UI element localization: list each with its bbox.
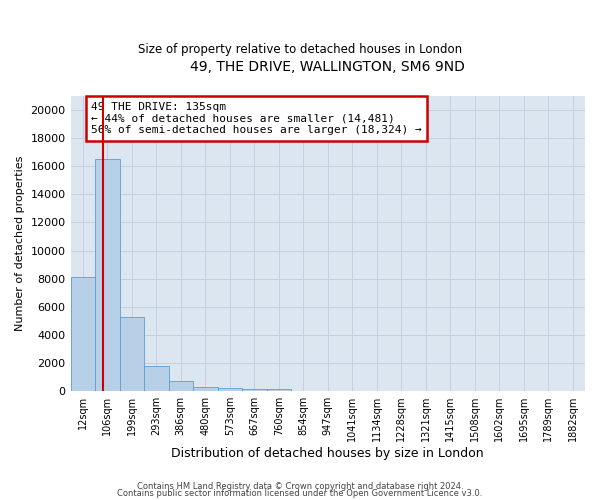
Text: Contains public sector information licensed under the Open Government Licence v3: Contains public sector information licen… [118,490,482,498]
Text: 49 THE DRIVE: 135sqm
← 44% of detached houses are smaller (14,481)
56% of semi-d: 49 THE DRIVE: 135sqm ← 44% of detached h… [91,102,422,135]
Bar [71,278,95,391]
Y-axis label: Number of detached properties: Number of detached properties [15,156,25,331]
X-axis label: Distribution of detached houses by size in London: Distribution of detached houses by size … [172,447,484,460]
Bar [193,386,218,391]
Bar [169,381,193,391]
Bar [266,389,291,391]
Text: Size of property relative to detached houses in London: Size of property relative to detached ho… [138,42,462,56]
Bar [95,159,119,391]
Bar [218,388,242,391]
Text: Contains HM Land Registry data © Crown copyright and database right 2024.: Contains HM Land Registry data © Crown c… [137,482,463,491]
Bar [144,366,169,391]
Bar [242,388,266,391]
Title: 49, THE DRIVE, WALLINGTON, SM6 9ND: 49, THE DRIVE, WALLINGTON, SM6 9ND [190,60,465,74]
Bar [119,316,144,391]
